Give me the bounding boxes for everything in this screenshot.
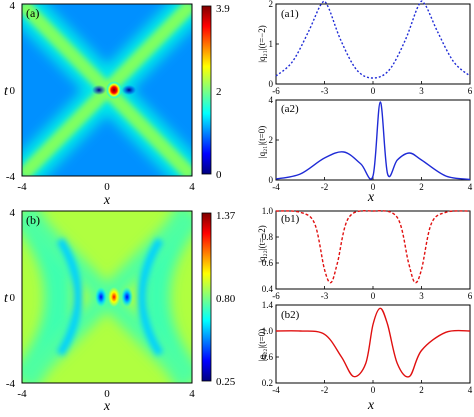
ytick-label-a2-1: 2 [269,135,274,145]
plot-frame-b1 [275,210,471,290]
b-ytick-top: 4 [10,207,16,219]
series-line-a1-0 [275,0,471,79]
ytick-label-b1-1: 0.8 [262,232,274,242]
xtick-label-b2-3: 2 [419,385,424,395]
xtick-label-a1-1: -3 [321,86,329,96]
xtick-label-a1-3: 3 [419,86,424,96]
xtick-label-b2-2: 0 [371,385,376,395]
xtick-label-a1-0: -6 [272,86,280,96]
a-xlabel: x [103,193,111,208]
ytick-label-b1-2: 0.6 [262,258,274,268]
series-line-b1-0 [275,210,471,284]
xtick-label-b2-1: -2 [321,385,329,395]
line-panel-b1: -6 -3 0 3 6 1.0 0.8 0.6 0.4 [262,206,473,301]
xtick-label-a2-1: -2 [321,182,329,192]
xtick-label-a2-4: 4 [468,182,473,192]
ytick-label-b2-1: 1.0 [262,326,274,336]
a-ytick-mid: 0 [10,85,16,97]
ytick-label-b1-0: 1.0 [262,206,274,216]
heatmap-a-dip-left [92,85,106,95]
label-a1: (a1) [281,8,299,20]
b1-ylabel: |q₂₂|(t=−2) [257,225,267,263]
xtick-label-b1-1: -3 [321,291,329,301]
ytick-label-a1-0: 2 [269,0,274,9]
xtick-label-a2-3: 2 [419,182,424,192]
line-panel-a2: -4 -2 0 2 4 4 2 0 [269,95,473,192]
xtick-label-b1-2: 0 [371,291,376,301]
a2-ylabel: |q₂₁|(t=0) [257,126,267,158]
a-xtick-mid: 0 [104,181,110,193]
plot-frame-b2 [275,304,471,384]
label-b2: (b2) [281,309,300,321]
colorbar-a-tick-bot: 0 [216,169,222,181]
plot-frame-a2 [275,99,471,181]
heatmap-a-dip-right [122,85,136,95]
heatmap-b-dip-right [121,287,133,307]
b-ytick-mid: 0 [10,292,16,304]
ytick-label-b2-0: 1.4 [262,300,274,310]
ytick-label-b2-2: 0.6 [262,352,274,362]
a-xtick-right: 4 [189,181,195,193]
ytick-label-a1-2: 0 [269,79,274,89]
colorbar-a-tick-mid: 2 [216,86,222,98]
colorbar-a [201,5,212,175]
xtick-label-b1-4: 6 [468,291,473,301]
xtick-label-a1-2: 0 [371,86,376,96]
b-xtick-right: 4 [189,388,195,400]
heatmap-a-peak [106,81,122,99]
series-line-a2-0 [275,101,471,181]
b-ylabel: t [4,291,9,306]
a-ylabel: t [4,84,9,99]
label-a2: (a2) [281,103,299,115]
b-lines-xlabel: x [367,398,375,412]
heatmap-b [21,210,193,384]
colorbar-a-tick-top: 3.9 [216,3,230,15]
ytick-label-a2-0: 4 [269,95,274,105]
a1-ylabel: |q₂₁|(t=−2) [257,25,267,63]
b-xtick-left: -4 [17,388,27,400]
heatmap-a [21,3,193,177]
a-ytick-top: 4 [10,0,16,12]
a-xtick-left: -4 [17,181,27,193]
colorbar-b-tick-mid: 0.80 [216,293,236,305]
ytick-label-b1-3: 0.4 [262,284,274,294]
xtick-label-b2-0: -4 [272,385,280,395]
xtick-label-b2-4: 4 [468,385,473,395]
colorbar-b-tick-bot: 0.25 [216,376,236,388]
xtick-label-a1-4: 6 [468,86,473,96]
label-b1: (b1) [281,213,300,225]
b-ytick-bot: -4 [6,378,16,390]
xtick-label-b1-3: 3 [419,291,424,301]
ytick-label-a1-1: 1 [269,39,274,49]
plot-frame-a1 [275,3,471,85]
b-xlabel: x [103,399,111,412]
a-ytick-bot: -4 [6,171,16,183]
xtick-label-a2-2: 0 [371,182,376,192]
b-xtick-mid: 0 [104,388,110,400]
colorbar-b-tick-top: 1.37 [216,210,236,222]
line-panel-b2: -4 -2 0 2 4 1.4 1.0 0.6 0.2 [262,300,473,395]
label-b: (b) [26,213,40,227]
xtick-label-b1-0: -6 [272,291,280,301]
heatmap-b-dip-left [95,287,107,307]
colorbar-b [201,212,212,382]
a-lines-xlabel: x [367,190,375,205]
xtick-label-a2-0: -4 [272,182,280,192]
series-line-b2-0 [275,307,471,378]
b2-ylabel: |q₂₂|(t=0) [257,329,267,361]
label-a: (a) [26,6,39,20]
ytick-label-a2-2: 0 [269,175,274,185]
heatmap-b-peak [108,287,120,307]
line-panel-a1: -6 -3 0 3 6 2 1 0 [269,0,473,96]
ytick-label-b2-3: 0.2 [262,378,273,388]
